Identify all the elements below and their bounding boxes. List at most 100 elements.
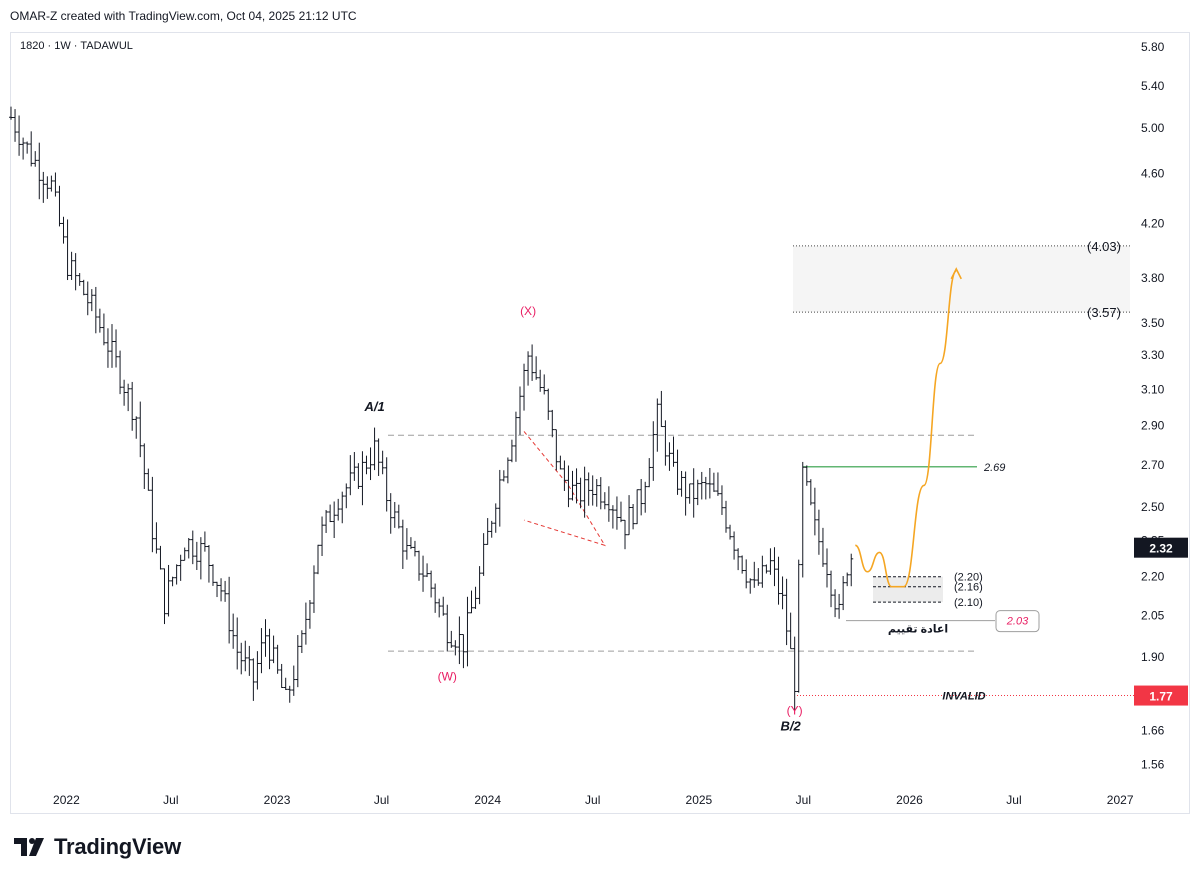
- price-bar[interactable]: [800, 461, 805, 578]
- price-bar[interactable]: [586, 472, 591, 506]
- price-bar[interactable]: [542, 374, 547, 395]
- price-bar[interactable]: [291, 665, 296, 696]
- price-bar[interactable]: [392, 501, 397, 528]
- price-bar[interactable]: [546, 388, 551, 420]
- price-bar[interactable]: [340, 491, 345, 524]
- price-bar[interactable]: [65, 219, 70, 281]
- price-bar[interactable]: [711, 472, 716, 492]
- price-bar[interactable]: [530, 344, 535, 381]
- price-bar[interactable]: [368, 447, 373, 481]
- price-bar[interactable]: [61, 216, 66, 244]
- price-bar[interactable]: [441, 596, 446, 616]
- price-bar[interactable]: [336, 498, 341, 521]
- price-bar[interactable]: [97, 308, 102, 333]
- price-bar[interactable]: [497, 469, 502, 527]
- price-bar[interactable]: [776, 556, 781, 605]
- price-bar[interactable]: [174, 564, 179, 585]
- price-bar[interactable]: [283, 677, 288, 691]
- price-bar[interactable]: [453, 640, 458, 656]
- price-bar[interactable]: [469, 590, 474, 614]
- price-bar[interactable]: [53, 172, 58, 197]
- price-bar[interactable]: [85, 281, 90, 316]
- price-bar[interactable]: [320, 516, 325, 556]
- price-bar[interactable]: [190, 530, 195, 565]
- price-bar[interactable]: [538, 369, 543, 392]
- price-bar[interactable]: [485, 518, 490, 545]
- price-bar[interactable]: [756, 568, 761, 586]
- price-bar[interactable]: [408, 537, 413, 550]
- price-bar[interactable]: [239, 642, 244, 675]
- tradingview-logo[interactable]: TradingView: [14, 834, 181, 860]
- price-bar[interactable]: [332, 501, 337, 539]
- price-bar[interactable]: [215, 581, 220, 598]
- price-bar[interactable]: [101, 313, 106, 346]
- price-bar[interactable]: [154, 522, 159, 554]
- price-bar[interactable]: [445, 604, 450, 652]
- price-bar[interactable]: [752, 561, 757, 588]
- price-bar[interactable]: [311, 565, 316, 613]
- price-bar[interactable]: [364, 455, 369, 475]
- price-bar[interactable]: [429, 570, 434, 598]
- price-bar[interactable]: [41, 171, 46, 203]
- price-bar[interactable]: [227, 576, 232, 644]
- price-bar[interactable]: [736, 548, 741, 571]
- price-bar[interactable]: [724, 500, 729, 533]
- price-bar[interactable]: [299, 630, 304, 654]
- price-bar[interactable]: [25, 141, 30, 154]
- price-bar[interactable]: [162, 568, 167, 625]
- price-bar[interactable]: [251, 658, 256, 701]
- price-bar[interactable]: [618, 501, 623, 523]
- price-bar[interactable]: [683, 471, 688, 516]
- price-bar[interactable]: [715, 472, 720, 496]
- price-bar[interactable]: [275, 644, 280, 674]
- price-bar[interactable]: [699, 471, 704, 500]
- price-bar[interactable]: [37, 142, 42, 200]
- price-bar[interactable]: [33, 151, 38, 167]
- price-bar[interactable]: [501, 470, 506, 482]
- price-bar[interactable]: [130, 381, 135, 431]
- price-bar[interactable]: [505, 457, 510, 484]
- price-bar[interactable]: [118, 350, 123, 395]
- price-bar[interactable]: [574, 468, 579, 504]
- price-bar[interactable]: [77, 273, 82, 286]
- pattern-triangle[interactable]: [523, 431, 606, 547]
- price-bar[interactable]: [772, 547, 777, 587]
- price-bar[interactable]: [344, 483, 349, 509]
- price-bar[interactable]: [550, 409, 555, 438]
- price-bar[interactable]: [202, 531, 207, 552]
- price-bar[interactable]: [178, 554, 183, 581]
- price-bar[interactable]: [562, 460, 567, 491]
- price-bar[interactable]: [477, 566, 482, 605]
- price-bar[interactable]: [380, 450, 385, 475]
- price-bar[interactable]: [582, 466, 587, 518]
- price-bar[interactable]: [594, 479, 599, 507]
- price-bar[interactable]: [316, 544, 321, 575]
- price-bar[interactable]: [396, 504, 401, 529]
- price-bar[interactable]: [400, 519, 405, 569]
- price-bar[interactable]: [833, 589, 838, 618]
- price-bar[interactable]: [461, 634, 466, 669]
- price-bar[interactable]: [81, 279, 86, 296]
- price-bar[interactable]: [352, 452, 357, 481]
- price-bar[interactable]: [13, 109, 18, 142]
- price-bar[interactable]: [465, 596, 470, 667]
- price-bar[interactable]: [719, 485, 724, 515]
- price-bar[interactable]: [598, 477, 603, 510]
- price-bar[interactable]: [509, 439, 514, 463]
- price-bar[interactable]: [687, 483, 692, 504]
- price-bar[interactable]: [223, 580, 228, 602]
- price-bar[interactable]: [134, 416, 139, 439]
- price-bar[interactable]: [372, 427, 377, 471]
- price-bar[interactable]: [728, 524, 733, 540]
- price-bar[interactable]: [287, 685, 292, 703]
- price-bar[interactable]: [667, 442, 672, 471]
- price-bar[interactable]: [376, 438, 381, 476]
- price-bar[interactable]: [69, 251, 74, 280]
- price-bar[interactable]: [433, 583, 438, 613]
- price-bar[interactable]: [138, 401, 143, 458]
- price-bar[interactable]: [146, 468, 151, 491]
- price-bar[interactable]: [158, 545, 163, 570]
- price-bar[interactable]: [570, 470, 575, 501]
- price-bar[interactable]: [255, 651, 260, 690]
- price-bar[interactable]: [105, 328, 110, 368]
